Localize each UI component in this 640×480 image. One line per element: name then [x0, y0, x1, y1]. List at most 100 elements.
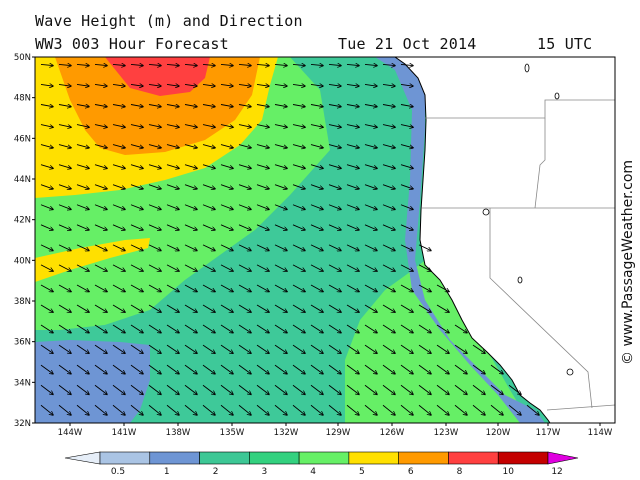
- wave-direction-arrow: [400, 404, 413, 415]
- wave-direction-arrow: [112, 204, 125, 210]
- wave-direction-arrow: [382, 384, 395, 394]
- wave-direction-arrow: [256, 184, 269, 189]
- wave-direction-arrow: [58, 284, 71, 292]
- wave-direction-arrow: [202, 364, 215, 374]
- wave-direction-arrow: [274, 324, 287, 333]
- wave-direction-arrow: [364, 224, 377, 230]
- wave-direction-arrow: [454, 384, 467, 394]
- wave-direction-arrow: [202, 164, 215, 169]
- wave-direction-arrow: [364, 164, 377, 169]
- wave-direction-arrow: [382, 244, 395, 251]
- wave-direction-arrow: [58, 264, 71, 271]
- longitude-label: 138W: [166, 428, 191, 438]
- wave-direction-arrow: [274, 364, 287, 374]
- wave-direction-arrow: [256, 105, 269, 107]
- wave-direction-arrow: [382, 144, 395, 148]
- wave-direction-arrow: [292, 264, 305, 271]
- wave-direction-arrow: [238, 244, 251, 251]
- wave-zone-8-10m: [105, 57, 210, 96]
- lake: [566, 368, 574, 376]
- wave-direction-arrow: [112, 224, 125, 230]
- wave-direction-arrow: [130, 364, 143, 374]
- wave-direction-arrow: [184, 384, 197, 394]
- wave-direction-arrow: [58, 224, 71, 230]
- wave-direction-arrow: [112, 244, 125, 251]
- wave-direction-arrow: [58, 384, 71, 394]
- wave-direction-arrow: [76, 244, 89, 251]
- wave-direction-arrow: [112, 64, 125, 65]
- wave-direction-arrow: [364, 264, 377, 271]
- wave-direction-arrow: [310, 344, 323, 353]
- wave-direction-arrow: [130, 304, 143, 312]
- wave-direction-arrow: [112, 324, 125, 333]
- wave-direction-arrow: [328, 144, 341, 148]
- latitude-label: 32N: [14, 419, 31, 429]
- wave-direction-arrow: [40, 284, 53, 292]
- wave-direction-arrow: [400, 64, 413, 65]
- wave-direction-arrow: [310, 105, 323, 107]
- longitude-label: 129W: [326, 428, 351, 438]
- wave-direction-arrow: [418, 364, 431, 374]
- wave-direction-arrow: [418, 284, 431, 292]
- chart-title: Wave Height (m) and Direction: [35, 12, 303, 30]
- state-border-ca-nv: [489, 208, 593, 409]
- colorbar-label: 12: [551, 467, 562, 477]
- wave-direction-arrow: [274, 204, 287, 210]
- wave-direction-arrow: [220, 264, 233, 271]
- wave-direction-arrow: [310, 124, 323, 128]
- wave-direction-arrow: [184, 144, 197, 148]
- wave-direction-arrow: [328, 184, 341, 189]
- wave-direction-arrow: [94, 304, 107, 312]
- wave-direction-arrow: [400, 144, 413, 148]
- colorbar-label: 3: [261, 467, 267, 477]
- wave-direction-arrow: [148, 284, 161, 292]
- wave-direction-arrow: [202, 144, 215, 148]
- latitude-label: 48N: [14, 94, 31, 104]
- wave-direction-arrow: [130, 384, 143, 394]
- wave-direction-arrow: [364, 344, 377, 353]
- wave-direction-arrow: [220, 105, 233, 107]
- wave-direction-arrow: [202, 184, 215, 189]
- wave-direction-arrow: [94, 224, 107, 230]
- wave-direction-arrow: [238, 264, 251, 271]
- wave-direction-arrow: [130, 64, 143, 65]
- wave-direction-arrow: [40, 244, 53, 251]
- wave-direction-arrow: [328, 264, 341, 271]
- wave-direction-arrow: [436, 324, 449, 333]
- wave-direction-arrow: [202, 304, 215, 312]
- wave-direction-arrow: [364, 384, 377, 394]
- wave-direction-arrow: [76, 224, 89, 230]
- wave-direction-arrow: [40, 324, 53, 333]
- wave-direction-arrow: [238, 164, 251, 169]
- north-america-landmass: [394, 57, 615, 423]
- wave-direction-arrow: [40, 364, 53, 374]
- wave-direction-arrow: [238, 84, 251, 86]
- wave-direction-arrow: [382, 124, 395, 128]
- wave-direction-arrow: [40, 404, 53, 415]
- wave-direction-arrow: [148, 364, 161, 374]
- wave-direction-arrow: [238, 284, 251, 292]
- wave-direction-arrow: [238, 144, 251, 148]
- wave-direction-arrow: [256, 284, 269, 292]
- wave-direction-arrow: [346, 64, 359, 65]
- wave-direction-arrow: [256, 264, 269, 271]
- latitude-label: 42N: [14, 216, 31, 226]
- wave-direction-arrow: [148, 224, 161, 230]
- wave-direction-arrow: [382, 284, 395, 292]
- colorbar-label: 6: [408, 467, 414, 477]
- wave-direction-arrow: [40, 64, 53, 65]
- wave-direction-arrow: [94, 284, 107, 292]
- wave-direction-arrow: [166, 244, 179, 251]
- wave-direction-arrow: [328, 304, 341, 312]
- wave-direction-arrow: [220, 384, 233, 394]
- wave-direction-arrow: [292, 384, 305, 394]
- wave-direction-arrow: [382, 404, 395, 415]
- wave-direction-arrow: [148, 184, 161, 189]
- latitude-label: 34N: [14, 378, 31, 388]
- wave-direction-arrow: [76, 304, 89, 312]
- wave-direction-arrow: [472, 404, 485, 415]
- wave-direction-arrow: [58, 124, 71, 128]
- border-us-mexico: [546, 404, 615, 411]
- wave-direction-arrow: [310, 204, 323, 210]
- wave-direction-arrow: [40, 264, 53, 271]
